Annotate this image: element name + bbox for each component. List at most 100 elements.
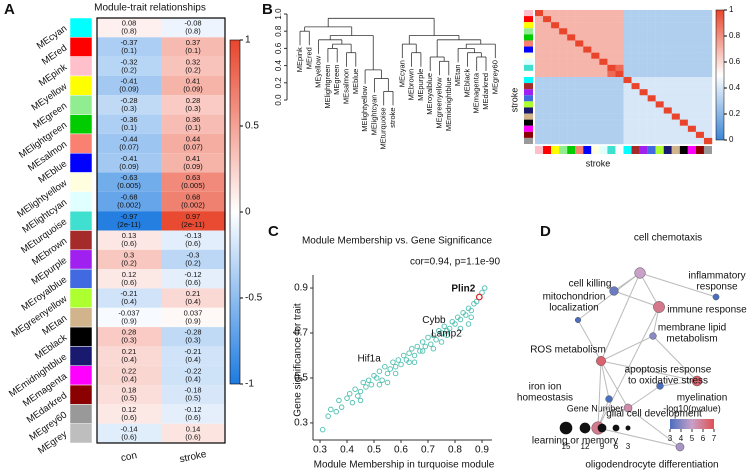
corr-cell — [591, 101, 600, 108]
corr-cell — [599, 28, 608, 35]
cell-pvalue: (0.4) — [121, 297, 137, 306]
scatter-point — [365, 377, 372, 383]
heatmap-cell — [97, 191, 161, 212]
corr-cell — [567, 28, 576, 35]
cell-pvalue: (0.6) — [121, 413, 137, 422]
corr-cell — [599, 16, 608, 23]
corr-cell — [591, 46, 600, 53]
corr-cell — [671, 119, 681, 126]
side-color — [524, 70, 533, 77]
node-label: mitochondrion — [543, 292, 606, 303]
corr-cell — [679, 52, 689, 59]
scatter-point — [414, 343, 420, 350]
scatter-point — [357, 397, 364, 404]
corr-cell — [679, 101, 689, 108]
corr-cell — [543, 10, 552, 17]
scatter-point — [411, 359, 418, 365]
scatter-point — [363, 384, 369, 390]
scatter-point — [338, 404, 345, 410]
cell-pvalue: (2e-11) — [181, 220, 205, 229]
cell-value: -0.28 — [120, 96, 137, 105]
cell-pvalue: (0.6) — [121, 432, 137, 441]
cell-value: -0.32 — [120, 57, 137, 66]
module-color — [69, 326, 93, 347]
size-legend-dot — [612, 424, 620, 432]
corr-cell — [671, 83, 681, 90]
corr-cell — [655, 113, 664, 120]
corr-cell — [631, 28, 640, 35]
y-tick-label: 0.9 — [294, 283, 308, 294]
corr-cell — [679, 131, 689, 139]
cell-value: -0.21 — [184, 347, 201, 356]
corr-cell — [535, 95, 544, 102]
corr-cell — [703, 40, 713, 47]
scatter-point — [409, 345, 415, 352]
cell-value: 0.08 — [122, 19, 137, 28]
node-label: metabolism — [666, 334, 717, 345]
network-node — [623, 403, 633, 413]
bottom-color — [655, 146, 664, 154]
leaf-label: MEsalmon — [341, 69, 350, 104]
corr-cell — [695, 107, 705, 114]
corr-cell — [623, 64, 632, 72]
cell-pvalue: (0.6) — [121, 278, 137, 287]
corr-cell — [647, 58, 656, 66]
leaf-label: MEpurple — [416, 69, 425, 101]
corr-cell — [551, 107, 560, 114]
heatmap-cell — [97, 365, 161, 386]
panel-letter: D — [540, 223, 551, 240]
corr-cell — [655, 95, 664, 102]
scatter-point — [411, 352, 418, 359]
scatter-point — [328, 406, 334, 413]
x-tick-label: 0.4 — [340, 445, 354, 456]
corr-cell — [623, 83, 632, 90]
corr-cell — [631, 83, 640, 90]
scatter-point — [387, 366, 393, 372]
corr-cell — [671, 131, 681, 139]
corr-cell — [567, 52, 576, 59]
heatmap-cell — [97, 327, 161, 347]
corr-cell — [631, 107, 640, 114]
corr-cell — [559, 77, 568, 84]
corr-cell — [663, 95, 672, 102]
corr-cell — [679, 119, 689, 126]
corr-cell — [639, 70, 648, 78]
corr-cell — [655, 46, 664, 53]
corr-cell — [655, 10, 664, 17]
annotation: Plin2 — [451, 284, 475, 295]
scatter-point — [379, 377, 385, 383]
corr-cell — [631, 70, 640, 78]
corr-cell — [559, 10, 568, 17]
scatter-point — [346, 390, 353, 397]
cell-pvalue: (0.4) — [121, 374, 137, 383]
module-color — [69, 288, 93, 309]
corr-cell — [543, 64, 552, 72]
corr-cell — [663, 137, 672, 145]
leaf-label: MEmagenta — [472, 72, 481, 113]
corr-cell — [639, 89, 648, 96]
corr-cell — [695, 83, 705, 90]
cell-pvalue: (0.6) — [185, 413, 201, 422]
corr-cell — [583, 22, 592, 29]
leaf-label: MEmidnightblue — [444, 77, 453, 131]
corr-cell — [671, 77, 681, 84]
corr-cell — [639, 137, 648, 145]
corr-cell — [543, 22, 552, 29]
corr-cell — [599, 113, 608, 120]
corr-cell — [559, 89, 568, 96]
corr-cell — [559, 34, 568, 41]
cell-pvalue: (0.2) — [185, 258, 201, 267]
corr-cell — [559, 64, 568, 72]
corr-cell — [655, 131, 664, 139]
corr-cell — [703, 107, 713, 114]
corr-cell — [583, 58, 592, 66]
node-label: iron ion — [529, 382, 562, 393]
network-edge — [577, 272, 641, 321]
cell-pvalue: (2e-11) — [117, 220, 141, 229]
corr-cell — [591, 64, 600, 72]
corr-cell — [599, 131, 608, 139]
cell-value: 0.037 — [184, 308, 203, 317]
corr-cell — [535, 34, 544, 41]
corr-cell — [703, 52, 713, 59]
corr-cell — [695, 16, 705, 23]
